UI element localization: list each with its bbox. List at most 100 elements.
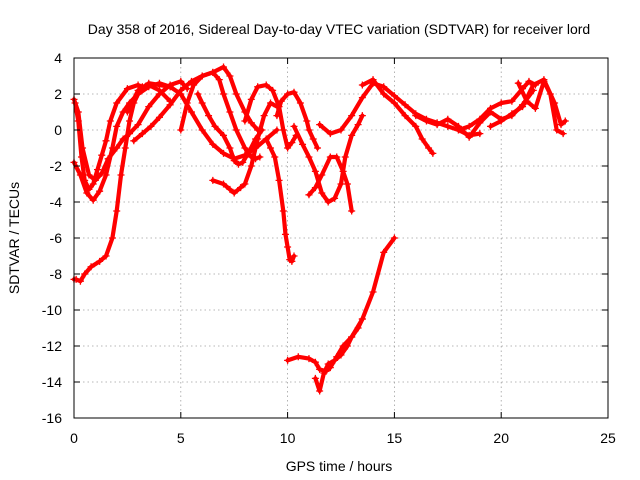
data-point-marker xyxy=(226,144,234,152)
data-point-marker xyxy=(318,171,326,179)
series-sat-11 xyxy=(264,136,297,264)
data-point-marker xyxy=(324,360,332,368)
data-point-marker xyxy=(220,63,228,71)
data-point-marker xyxy=(529,81,537,89)
data-point-marker xyxy=(337,180,345,188)
data-point-marker xyxy=(546,90,554,98)
series-sat-4 xyxy=(73,82,145,192)
data-point-marker xyxy=(390,234,398,242)
axis-ticks: 0 5 10 15 20 25 -16 -14 -12 -10 -8 -6 -4 -2 0 2 4 xyxy=(42,50,616,446)
data-point-marker xyxy=(113,207,121,215)
data-point-marker xyxy=(98,169,106,177)
y-tick-label: -14 xyxy=(42,374,62,390)
data-point-marker xyxy=(239,158,247,166)
series-sat-14 xyxy=(313,316,365,394)
x-tick-label: 0 xyxy=(70,430,78,446)
data-point-marker xyxy=(354,324,362,332)
data-point-marker xyxy=(102,171,110,179)
data-point-marker xyxy=(290,88,298,96)
data-point-marker xyxy=(138,130,146,138)
data-point-marker xyxy=(247,119,255,127)
data-point-marker xyxy=(339,167,347,175)
data-point-marker xyxy=(290,122,298,130)
data-point-marker xyxy=(303,117,311,125)
series-sat-8 xyxy=(195,91,265,167)
data-point-marker xyxy=(311,374,319,382)
data-point-marker xyxy=(177,126,185,134)
data-point-marker xyxy=(341,153,349,161)
data-point-marker xyxy=(232,90,240,98)
data-point-marker xyxy=(76,277,84,285)
data-point-marker xyxy=(284,243,292,251)
data-point-marker xyxy=(559,130,567,138)
data-point-marker xyxy=(113,144,121,152)
data-point-marker xyxy=(284,356,292,364)
data-point-marker xyxy=(444,115,452,123)
data-point-marker xyxy=(390,99,398,107)
data-point-marker xyxy=(284,144,292,152)
data-point-marker xyxy=(412,112,420,120)
data-point-marker xyxy=(232,126,240,134)
data-point-marker xyxy=(333,153,341,161)
data-point-marker xyxy=(241,144,249,152)
data-point-marker xyxy=(245,148,253,156)
data-point-marker xyxy=(348,207,356,215)
data-point-marker xyxy=(422,117,430,125)
data-point-marker xyxy=(273,126,281,134)
y-tick-label: -12 xyxy=(42,338,62,354)
data-point-marker xyxy=(401,112,409,120)
grid-lines xyxy=(74,58,608,418)
data-point-marker xyxy=(454,126,462,134)
data-point-marker xyxy=(121,144,129,152)
data-point-marker xyxy=(369,288,377,296)
y-tick-label: -4 xyxy=(50,194,63,210)
data-point-marker xyxy=(126,130,134,138)
data-point-marker xyxy=(425,144,433,152)
data-point-marker xyxy=(444,122,452,130)
data-point-marker xyxy=(98,151,106,159)
data-point-marker xyxy=(519,103,527,111)
x-tick-label: 25 xyxy=(600,430,616,446)
data-point-marker xyxy=(523,97,531,105)
data-point-marker xyxy=(508,97,516,105)
data-point-marker xyxy=(237,184,245,192)
data-point-marker xyxy=(433,121,441,129)
data-point-marker xyxy=(279,207,287,215)
data-point-marker xyxy=(89,180,97,188)
data-point-marker xyxy=(230,157,238,165)
data-point-marker xyxy=(497,117,505,125)
data-point-marker xyxy=(81,270,89,278)
data-point-marker xyxy=(514,79,522,87)
series-sat-17 xyxy=(317,81,482,138)
x-tick-label: 15 xyxy=(387,430,403,446)
data-point-marker xyxy=(147,122,155,130)
data-point-marker xyxy=(155,113,163,121)
x-tick-label: 5 xyxy=(177,430,185,446)
data-point-marker xyxy=(166,101,174,109)
data-point-marker xyxy=(209,68,217,76)
data-point-marker xyxy=(108,234,116,242)
data-point-marker xyxy=(354,121,362,129)
data-point-marker xyxy=(275,176,283,184)
y-tick-label: -2 xyxy=(50,158,63,174)
data-point-marker xyxy=(358,94,366,102)
data-point-marker xyxy=(320,369,328,377)
data-point-marker xyxy=(96,187,104,195)
data-point-marker xyxy=(230,189,238,197)
data-point-marker xyxy=(85,171,93,179)
data-point-marker xyxy=(540,77,548,85)
data-point-marker xyxy=(279,126,287,134)
data-point-marker xyxy=(465,122,473,130)
data-point-marker xyxy=(220,180,228,188)
data-point-marker xyxy=(497,99,505,107)
data-point-marker xyxy=(220,131,228,139)
data-point-marker xyxy=(102,137,110,145)
data-point-marker xyxy=(553,126,561,134)
data-point-marker xyxy=(226,185,234,193)
chart-title: Day 358 of 2016, Sidereal Day-to-day VTE… xyxy=(88,21,590,37)
data-point-marker xyxy=(284,90,292,98)
data-point-marker xyxy=(117,171,125,179)
data-point-marker xyxy=(324,198,332,206)
data-point-marker xyxy=(211,122,219,130)
data-point-marker xyxy=(281,230,289,238)
